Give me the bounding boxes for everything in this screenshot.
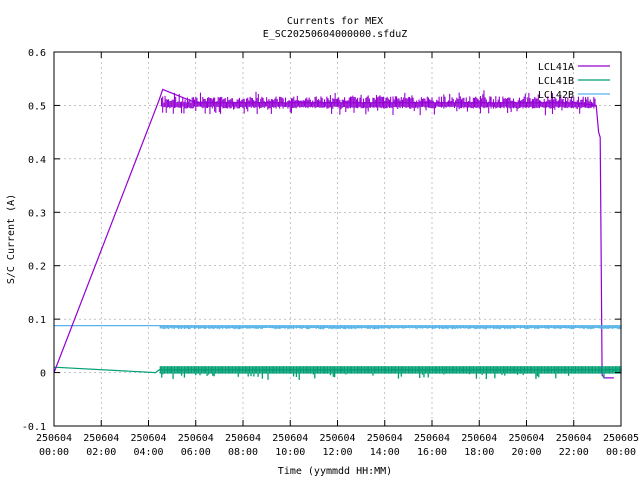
x-tick-label-time: 00:00 [39,447,69,458]
y-tick-label: 0.1 [28,315,46,326]
legend-label: LCL41B [538,76,574,87]
y-axis: -0.1 0 0.1 0.2 0.3 0.4 0.5 0.6 [22,48,621,433]
x-tick-label-date: 250604 [319,433,355,444]
y-tick-label: 0.2 [28,262,46,273]
x-tick-label-date: 250604 [414,433,450,444]
legend: LCL41A LCL41B LCL42B [538,62,610,101]
x-axis: 250604 00:00 250604 02:00 250604 04:00 250604 0… [36,52,639,458]
x-tick-label-time: 10:00 [275,447,305,458]
x-tick-label-time: 12:00 [322,447,352,458]
legend-label: LCL42B [538,90,574,101]
x-tick-label-time: 00:00 [606,447,636,458]
x-tick-label-date: 250604 [130,433,166,444]
x-tick-label-date: 250604 [272,433,308,444]
y-tick-label: 0.4 [28,155,46,166]
x-tick-label-time: 04:00 [133,447,163,458]
x-tick-label-time: 16:00 [417,447,447,458]
x-tick-label-date: 250604 [367,433,403,444]
x-tick-label-time: 14:00 [370,447,400,458]
x-tick-label-date: 250604 [461,433,497,444]
y-tick-label: 0 [40,369,46,380]
y-tick-label: 0.3 [28,208,46,219]
x-tick-label-date: 250604 [508,433,544,444]
chart-subtitle: E_SC20250604000000.sfduZ [263,29,408,40]
x-tick-label-date: 250604 [178,433,214,444]
y-tick-label: 0.6 [28,48,46,59]
x-tick-label-date: 250604 [83,433,119,444]
chart-title: Currents for MEX [287,16,383,27]
x-tick-label-time: 18:00 [464,447,494,458]
telemetry-noise [159,90,622,380]
y-tick-label: 0.5 [28,101,46,112]
legend-label: LCL41A [538,62,574,73]
x-tick-label-time: 02:00 [86,447,116,458]
x-tick-label-time: 20:00 [511,447,541,458]
x-axis-label: Time (yymmdd HH:MM) [278,466,392,477]
x-tick-label-time: 08:00 [228,447,258,458]
x-tick-label-date: 250604 [36,433,72,444]
x-tick-label-time: 22:00 [559,447,589,458]
x-tick-label-date: 250605 [603,433,639,444]
y-axis-label: S/C Current (A) [6,194,17,284]
y-tick-label: -0.1 [22,422,46,433]
series-layer [53,88,622,380]
x-tick-label-date: 250604 [556,433,592,444]
x-tick-label-date: 250604 [225,433,261,444]
x-tick-label-time: 06:00 [181,447,211,458]
